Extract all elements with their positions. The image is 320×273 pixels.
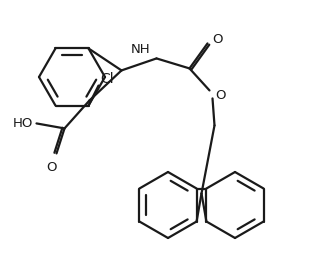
Text: O: O	[212, 33, 223, 46]
Text: HO: HO	[13, 117, 34, 130]
Text: NH: NH	[131, 43, 151, 57]
Text: O: O	[215, 89, 226, 102]
Text: Cl: Cl	[100, 72, 114, 85]
Text: O: O	[46, 161, 57, 174]
